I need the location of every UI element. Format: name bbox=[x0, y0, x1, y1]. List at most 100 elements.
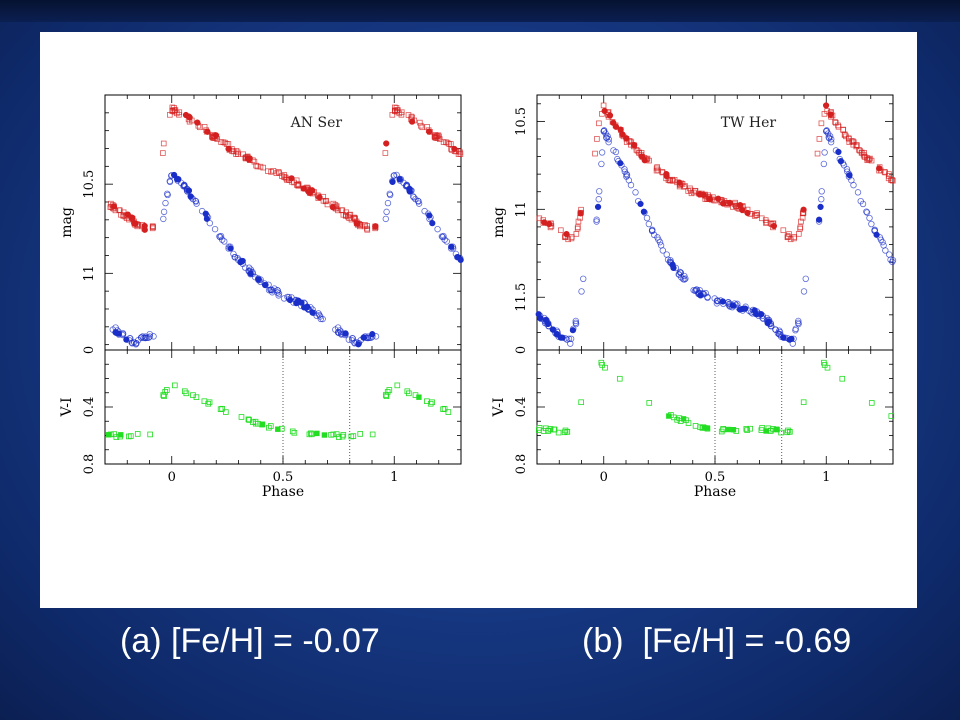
data-point bbox=[612, 123, 620, 130]
data-point bbox=[445, 409, 452, 415]
data-point bbox=[733, 203, 740, 210]
data-point bbox=[404, 388, 411, 395]
data-point bbox=[392, 104, 398, 111]
data-point bbox=[567, 340, 574, 347]
data-point bbox=[724, 201, 731, 208]
data-point bbox=[595, 196, 602, 203]
data-point bbox=[353, 220, 360, 227]
data-point bbox=[229, 148, 235, 154]
x-tick-label: 0.5 bbox=[705, 470, 726, 485]
data-point bbox=[848, 177, 855, 184]
data-point bbox=[863, 209, 871, 216]
data-point bbox=[631, 142, 638, 149]
data-point bbox=[713, 297, 721, 304]
series-v bbox=[107, 104, 464, 233]
data-point bbox=[317, 313, 324, 320]
data-point bbox=[357, 337, 364, 344]
data-point bbox=[536, 425, 543, 431]
y-tick-label: 10.5 bbox=[514, 107, 529, 136]
series-vi bbox=[105, 382, 452, 440]
data-point bbox=[795, 319, 802, 327]
data-point bbox=[108, 431, 114, 438]
data-point bbox=[168, 172, 175, 179]
x-tick-label: 1 bbox=[390, 470, 398, 485]
data-point bbox=[434, 225, 441, 233]
data-point bbox=[451, 148, 458, 154]
data-point bbox=[814, 150, 821, 157]
data-point bbox=[820, 160, 828, 168]
data-point bbox=[744, 427, 750, 433]
data-point bbox=[702, 289, 709, 297]
data-point bbox=[604, 132, 611, 140]
data-point bbox=[291, 179, 297, 186]
data-point bbox=[695, 290, 702, 298]
caption-a: (a) [Fe/H] = -0.07 bbox=[120, 622, 380, 660]
data-point bbox=[599, 362, 605, 368]
data-point bbox=[802, 275, 809, 283]
data-point bbox=[372, 223, 379, 230]
data-point bbox=[185, 116, 192, 123]
data-point bbox=[879, 238, 886, 246]
data-point bbox=[120, 213, 127, 219]
data-point bbox=[339, 207, 346, 214]
x-tick-label: 0 bbox=[168, 470, 176, 485]
data-point bbox=[309, 431, 315, 438]
data-point bbox=[730, 302, 737, 309]
y-tick-label: 0 bbox=[514, 346, 529, 354]
top-panel-frame bbox=[104, 94, 462, 351]
data-point bbox=[885, 175, 892, 182]
data-point bbox=[747, 425, 754, 432]
data-point bbox=[795, 317, 802, 325]
data-point bbox=[291, 429, 298, 436]
data-point bbox=[744, 209, 751, 217]
data-point bbox=[357, 431, 364, 437]
data-point bbox=[693, 286, 701, 293]
data-point bbox=[198, 207, 206, 215]
data-point bbox=[800, 209, 807, 216]
data-point bbox=[704, 294, 711, 301]
data-point bbox=[201, 124, 208, 130]
data-point bbox=[562, 427, 569, 434]
data-point bbox=[725, 301, 732, 308]
data-point bbox=[677, 182, 684, 188]
data-point bbox=[784, 234, 791, 241]
data-point bbox=[169, 108, 176, 114]
data-point bbox=[382, 392, 389, 398]
data-point bbox=[316, 194, 323, 201]
top-panel-frame bbox=[536, 94, 894, 351]
data-point bbox=[339, 433, 346, 440]
data-point bbox=[364, 223, 370, 229]
data-point bbox=[625, 177, 633, 184]
data-point bbox=[829, 112, 836, 119]
data-point bbox=[394, 382, 401, 389]
y-tick-label: 0 bbox=[82, 346, 97, 354]
data-point bbox=[383, 140, 390, 147]
data-point bbox=[876, 167, 882, 174]
data-point bbox=[222, 139, 228, 146]
data-point bbox=[289, 428, 296, 435]
data-point bbox=[798, 218, 804, 225]
data-point bbox=[797, 225, 803, 232]
data-point bbox=[574, 225, 581, 232]
data-point bbox=[335, 207, 341, 214]
data-point bbox=[670, 178, 676, 184]
series-i bbox=[535, 127, 897, 347]
data-point bbox=[741, 305, 748, 312]
series-i bbox=[109, 171, 464, 348]
data-point bbox=[730, 204, 736, 210]
y-axis-label-mag: mag bbox=[491, 207, 507, 238]
data-point bbox=[600, 102, 607, 109]
data-point bbox=[203, 127, 209, 134]
y-tick-label: 0.4 bbox=[514, 397, 529, 418]
star-name-label: AN Ser bbox=[290, 115, 343, 131]
y-tick-label: 0.4 bbox=[82, 397, 97, 418]
series-vi bbox=[536, 359, 895, 436]
data-point bbox=[786, 429, 793, 435]
data-point bbox=[857, 197, 864, 205]
data-point bbox=[789, 340, 796, 347]
data-point bbox=[545, 427, 552, 434]
data-point bbox=[219, 405, 225, 412]
data-point bbox=[601, 127, 608, 134]
data-point bbox=[592, 150, 598, 157]
data-point bbox=[706, 194, 712, 200]
